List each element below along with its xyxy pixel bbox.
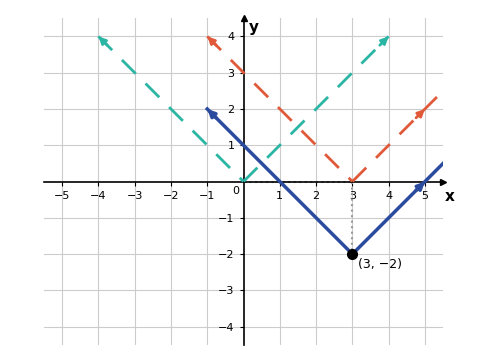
Text: 0: 0 (232, 186, 239, 196)
Text: x: x (445, 188, 455, 204)
Text: (3, −2): (3, −2) (358, 258, 402, 271)
Text: y: y (249, 20, 259, 35)
